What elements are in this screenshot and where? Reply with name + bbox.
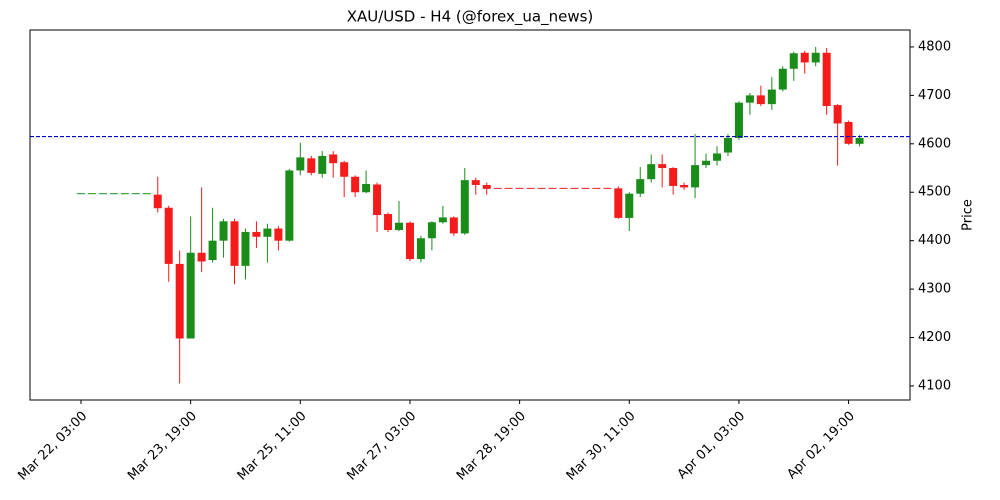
candle-body xyxy=(197,252,206,262)
x-tick-label: Mar 27, 03:00 xyxy=(344,409,419,484)
candle-body xyxy=(405,222,414,260)
candle-body xyxy=(548,187,557,189)
candle-body xyxy=(515,187,524,189)
candle-body xyxy=(274,228,283,241)
candle-body xyxy=(636,179,645,194)
x-tick-label: Apr 01, 03:00 xyxy=(675,409,748,482)
candle-body xyxy=(351,176,360,193)
y-tick-label: 4600 xyxy=(918,136,951,151)
candle-body xyxy=(778,68,787,90)
x-tick-label: Mar 28, 19:00 xyxy=(454,409,529,484)
candle-body xyxy=(175,263,184,339)
candle-body xyxy=(362,184,371,193)
x-tick-label: Apr 02, 19:00 xyxy=(784,409,857,482)
candle-body xyxy=(822,52,831,107)
y-tick-label: 4100 xyxy=(918,378,951,393)
candle-body xyxy=(340,162,349,177)
y-tick-label: 4200 xyxy=(918,330,951,345)
candle-body xyxy=(734,102,743,138)
candle-body xyxy=(756,95,765,105)
y-axis-label: Price xyxy=(961,199,976,231)
candle-body xyxy=(800,52,809,63)
candle-body xyxy=(449,217,458,234)
y-tick-label: 4300 xyxy=(918,282,951,297)
candle-body xyxy=(373,184,382,215)
candle-body xyxy=(241,231,250,266)
candle-body xyxy=(581,187,590,189)
candle-body xyxy=(186,252,195,339)
chart-title: XAU/USD - H4 (@forex_ua_news) xyxy=(347,8,594,27)
candle-body xyxy=(789,53,798,69)
candle-body xyxy=(603,187,612,189)
candle-body xyxy=(164,207,173,264)
candle-body xyxy=(98,193,107,195)
candle-body xyxy=(745,95,754,103)
candle-body xyxy=(625,193,634,218)
candle-body xyxy=(438,217,447,223)
candle-body xyxy=(680,184,689,188)
candle-body xyxy=(318,155,327,174)
candle-body xyxy=(855,137,864,144)
candle-body xyxy=(537,187,546,189)
candle-body xyxy=(504,187,513,189)
candle-body xyxy=(559,187,568,189)
candle-body xyxy=(285,170,294,241)
candle-body xyxy=(658,164,667,169)
candle-body xyxy=(592,187,601,189)
candle-body xyxy=(460,180,469,234)
x-tick-label: Mar 30, 11:00 xyxy=(564,409,639,484)
candle-body xyxy=(614,188,623,218)
candle-body xyxy=(844,122,853,144)
candle-body xyxy=(109,193,118,195)
y-tick-label: 4500 xyxy=(918,185,951,200)
candle-body xyxy=(263,228,272,237)
candle-body xyxy=(142,193,151,195)
candle-body xyxy=(471,180,480,185)
y-tick-label: 4700 xyxy=(918,88,951,103)
candle-body xyxy=(307,158,316,173)
candle-body xyxy=(702,160,711,166)
y-tick-label: 4400 xyxy=(918,233,951,248)
candle-body xyxy=(482,184,491,189)
candle-body xyxy=(252,231,261,237)
x-tick-label: Mar 22, 03:00 xyxy=(15,409,90,484)
candle-body xyxy=(219,221,228,241)
candle-body xyxy=(493,187,502,189)
candle-body xyxy=(526,187,535,189)
x-tick-label: Mar 25, 11:00 xyxy=(235,409,310,484)
candle-body xyxy=(833,105,842,124)
candle-body xyxy=(87,193,96,195)
candle-body xyxy=(153,194,162,209)
candle-body xyxy=(427,222,436,239)
plot-frame xyxy=(29,29,911,401)
x-tick-label: Mar 23, 19:00 xyxy=(125,409,200,484)
candle-body xyxy=(723,137,732,153)
candle-body xyxy=(76,193,85,195)
candle-body xyxy=(120,193,129,195)
candle-body xyxy=(384,214,393,231)
candle-body xyxy=(329,154,338,164)
candle-body xyxy=(208,240,217,261)
candle-body xyxy=(767,89,776,105)
candle-body xyxy=(811,52,820,63)
y-tick-label: 4800 xyxy=(918,39,951,54)
candle-body xyxy=(296,157,305,171)
candle-body xyxy=(713,153,722,161)
candle-body xyxy=(394,222,403,231)
candle-body xyxy=(691,165,700,188)
candle-body xyxy=(570,187,579,189)
candle-body xyxy=(230,221,239,266)
candle-body xyxy=(131,193,140,195)
candle-body xyxy=(647,164,656,180)
candle-body xyxy=(669,168,678,186)
candle-body xyxy=(416,238,425,260)
